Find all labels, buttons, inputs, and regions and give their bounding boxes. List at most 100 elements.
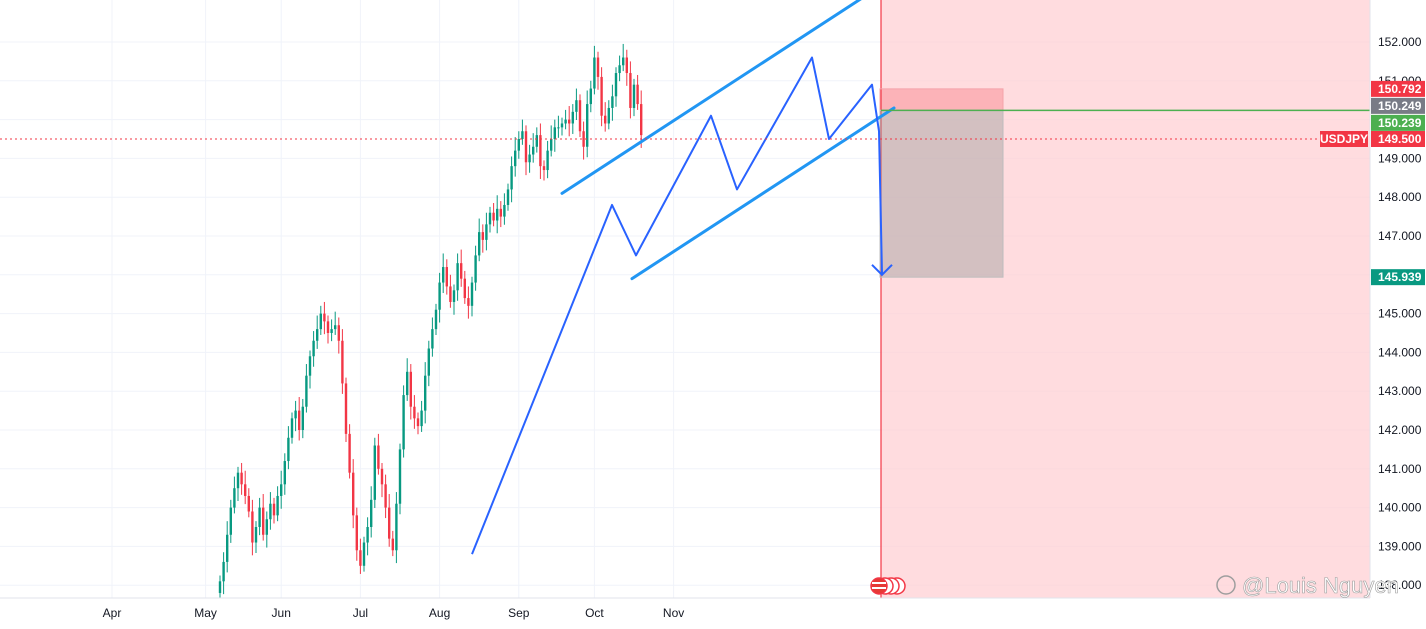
candle-body xyxy=(283,461,286,485)
candle-body xyxy=(362,542,366,566)
candle xyxy=(460,249,463,287)
candle-body xyxy=(474,255,477,283)
candle-body xyxy=(305,375,308,407)
candle-body xyxy=(622,57,625,66)
price-tag-label: 150.249 xyxy=(1378,99,1422,113)
candle xyxy=(406,358,409,401)
time-tick-label: Jun xyxy=(272,606,291,620)
price-tag-bg xyxy=(1371,80,1425,97)
candle-body xyxy=(492,212,495,221)
candle xyxy=(218,575,222,599)
price-tag-label: 150.239 xyxy=(1378,116,1422,130)
candle xyxy=(420,400,423,432)
candle-body xyxy=(240,472,243,485)
drawings[interactable] xyxy=(471,0,896,555)
candle-body xyxy=(420,410,423,427)
candle xyxy=(359,538,362,574)
candle-body xyxy=(600,76,603,116)
candle xyxy=(388,494,391,547)
candle xyxy=(481,224,484,253)
candle xyxy=(427,340,430,387)
candles xyxy=(218,43,643,599)
candle-body xyxy=(456,263,459,291)
candle xyxy=(524,125,528,176)
candle xyxy=(272,497,276,524)
candle-body xyxy=(323,313,326,322)
candle-body xyxy=(326,321,330,333)
time-tick-label: Apr xyxy=(103,606,122,620)
candle xyxy=(456,253,459,301)
candle-body xyxy=(409,371,412,407)
price-tick-label: 147.000 xyxy=(1378,229,1422,243)
price-tick-label: 139.000 xyxy=(1378,539,1422,553)
candle xyxy=(305,364,308,413)
horizontal-lines xyxy=(0,109,1370,140)
candle xyxy=(344,377,348,443)
candle-body xyxy=(348,433,351,473)
candle xyxy=(496,195,499,234)
channel-line-lower xyxy=(630,106,896,281)
candle xyxy=(366,517,369,556)
candle xyxy=(262,494,265,541)
candle xyxy=(222,552,225,595)
candle-body xyxy=(481,232,484,240)
candle-body xyxy=(546,150,549,171)
candle-body xyxy=(607,107,610,124)
price-tag-bg xyxy=(1371,114,1425,131)
candle-body xyxy=(535,135,538,147)
time-tick-label: Nov xyxy=(663,606,684,620)
candle xyxy=(474,245,477,291)
candle-body xyxy=(402,395,405,450)
price-tick-label: 141.000 xyxy=(1378,462,1422,476)
candle-body xyxy=(438,282,441,310)
candle-body xyxy=(427,348,430,376)
candle-body xyxy=(528,154,531,163)
candle xyxy=(438,272,441,323)
candle-body xyxy=(218,581,222,593)
candle xyxy=(416,412,420,435)
candle xyxy=(287,426,290,470)
candle xyxy=(312,331,315,367)
price-tick-label: 140.000 xyxy=(1378,501,1422,515)
price-tag-bg xyxy=(1371,97,1425,114)
candle xyxy=(452,284,456,315)
short-position-tool[interactable] xyxy=(879,88,1004,278)
candle xyxy=(499,201,502,228)
candle-body xyxy=(503,204,506,217)
candle xyxy=(517,131,520,159)
time-tick-label: Oct xyxy=(585,606,604,620)
candle xyxy=(380,462,384,498)
candle xyxy=(254,521,258,553)
candle-body xyxy=(521,131,524,139)
candle xyxy=(280,470,283,509)
candle xyxy=(535,127,538,153)
time-axis[interactable]: Apr May Jun Jul Aug Sep Oct Nov xyxy=(103,606,685,620)
candle xyxy=(611,84,614,121)
candle xyxy=(622,43,625,72)
candle xyxy=(316,315,319,349)
candle xyxy=(265,511,268,548)
candle xyxy=(377,433,380,475)
target-zone xyxy=(879,109,1004,278)
candle xyxy=(625,49,628,86)
channel-line-upper xyxy=(560,0,862,195)
candle xyxy=(391,530,394,557)
candle xyxy=(467,286,470,319)
flag-event-icon[interactable] xyxy=(870,577,906,595)
price-tag: 150.792 xyxy=(1371,80,1425,97)
candle-body xyxy=(287,437,290,462)
candle xyxy=(488,206,492,233)
price-tick-label: 144.000 xyxy=(1378,345,1422,359)
candle xyxy=(298,397,301,441)
candle-body xyxy=(416,418,420,427)
candle-body xyxy=(445,267,448,287)
candle xyxy=(636,74,639,110)
candle xyxy=(233,476,236,514)
candle-body xyxy=(532,146,535,155)
candle-body xyxy=(442,267,445,283)
watermark-text: @Louis Nguyen xyxy=(1242,573,1399,598)
candle xyxy=(409,364,412,420)
candle-body xyxy=(467,298,470,306)
